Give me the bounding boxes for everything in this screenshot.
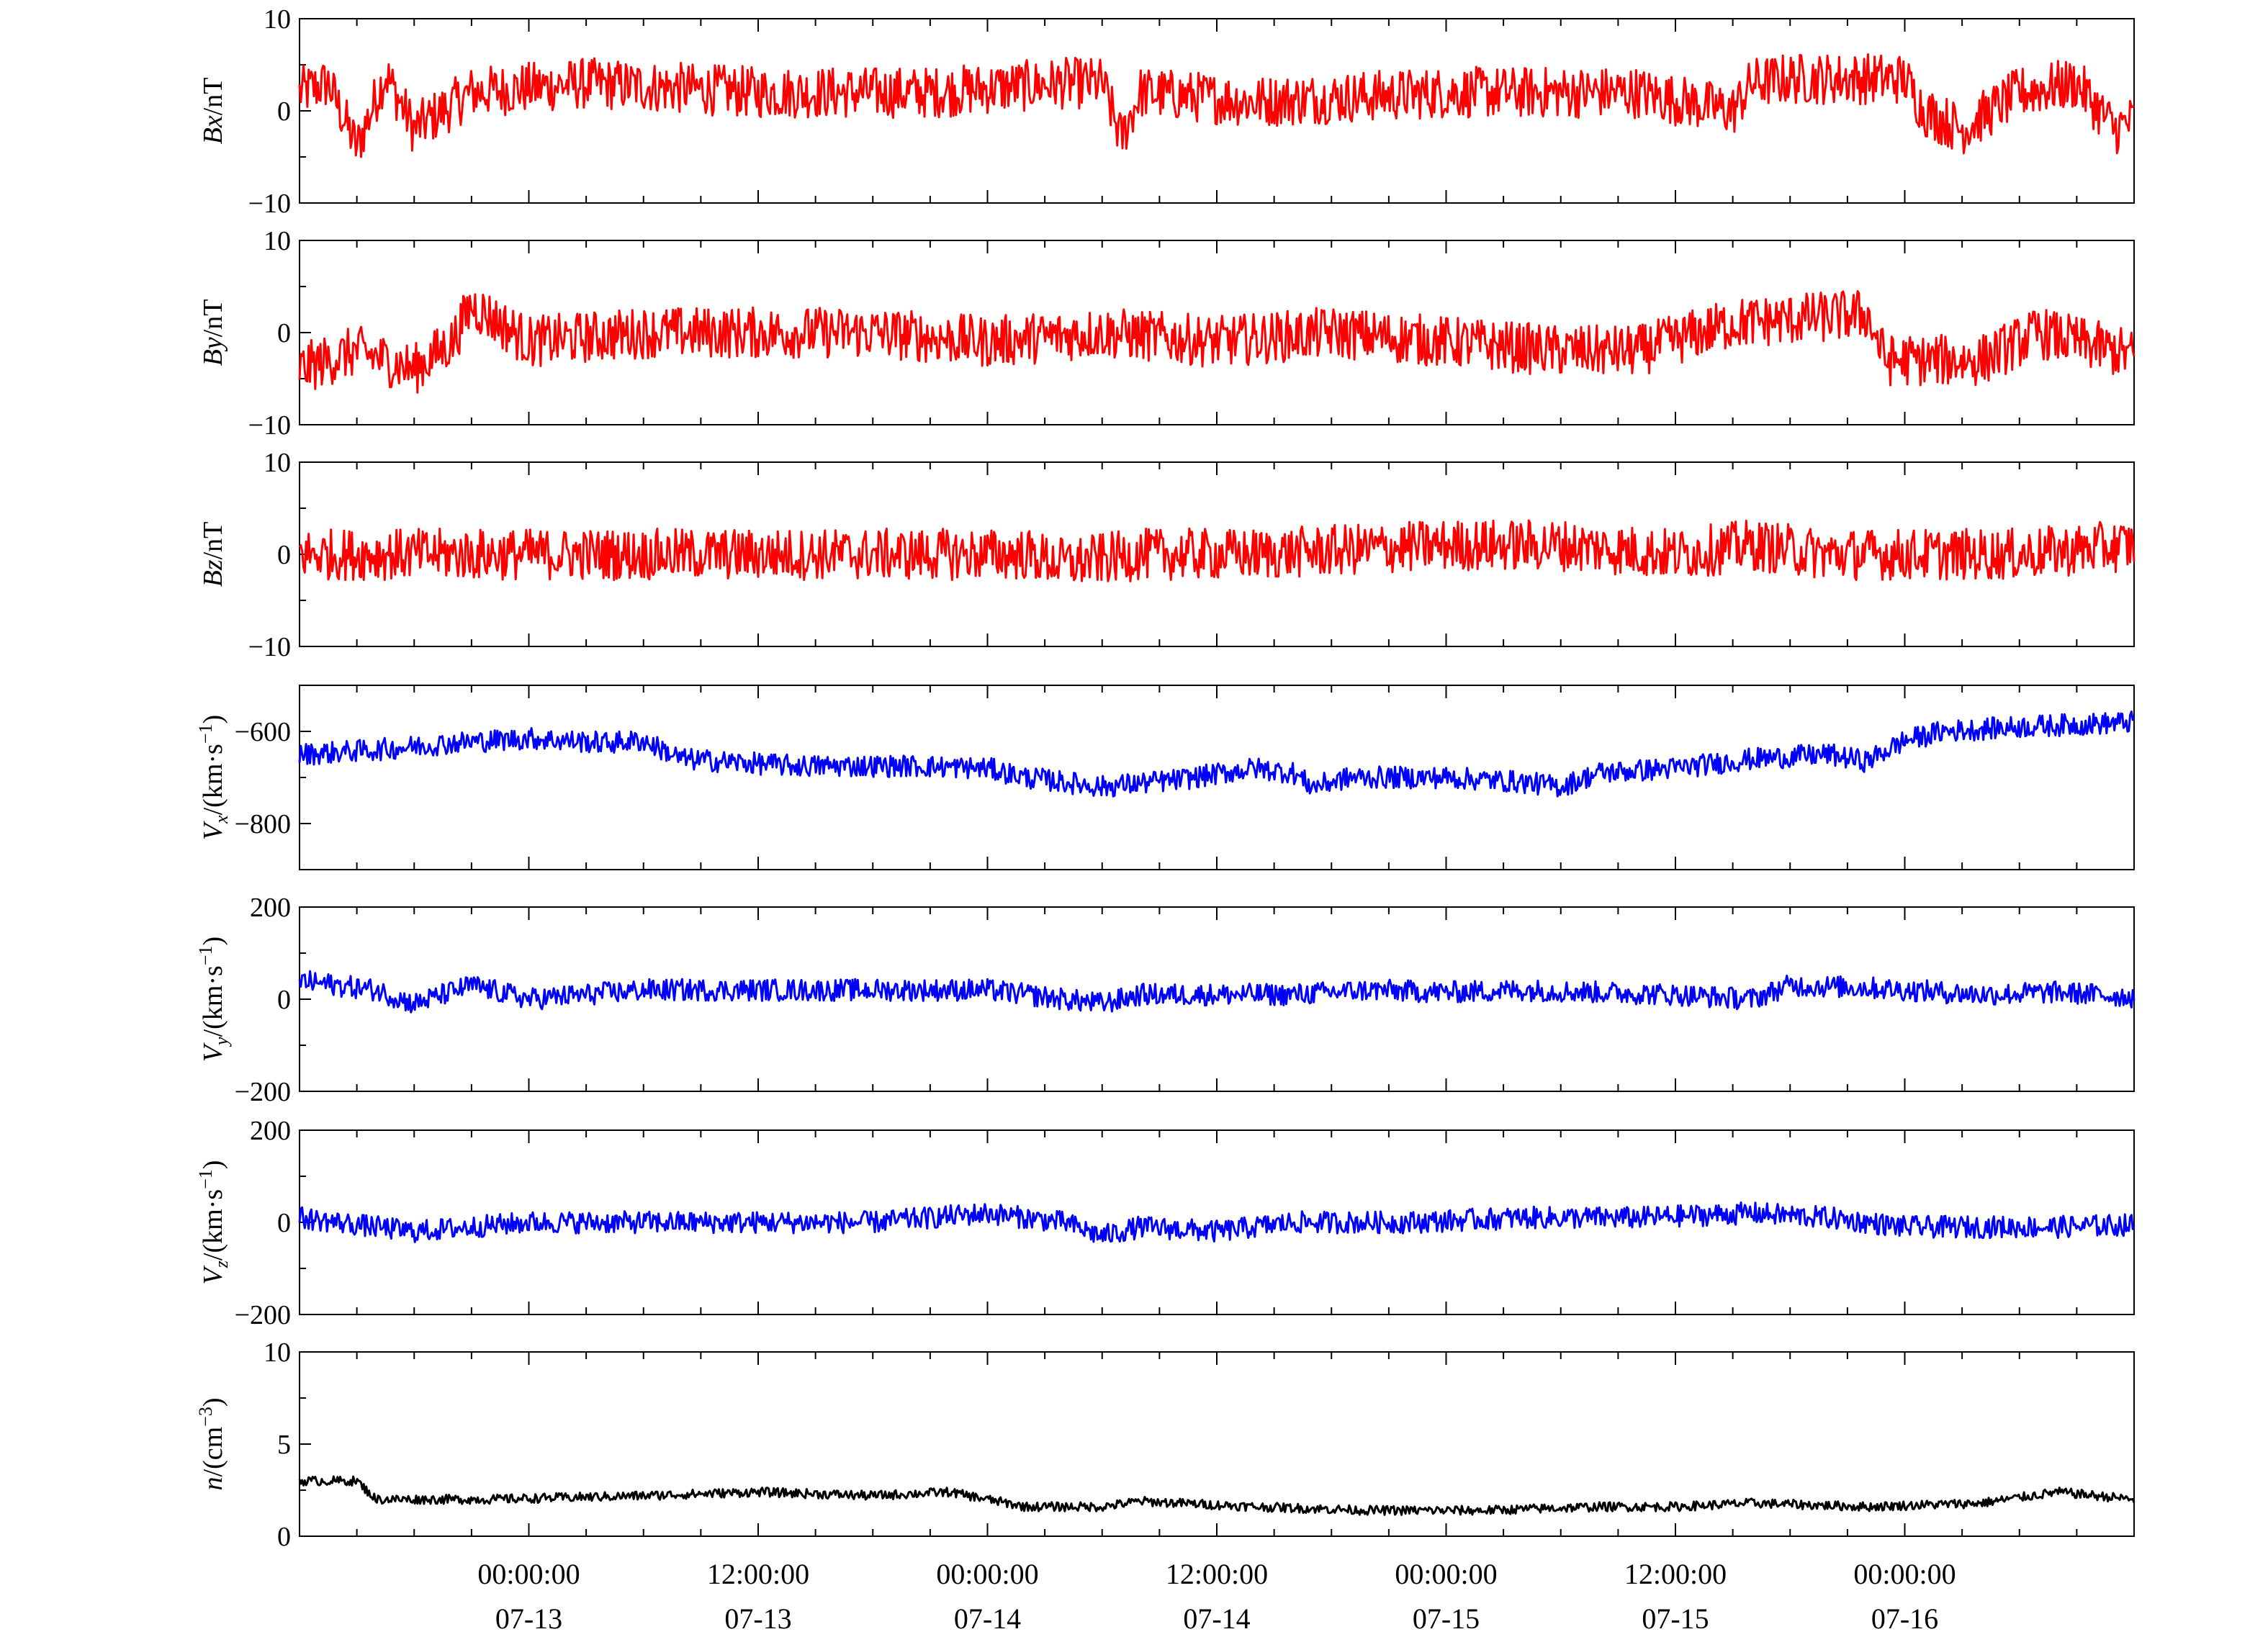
series-line-vy — [298, 970, 2136, 1014]
x-tick-date-label: 07-14 — [954, 1602, 1021, 1635]
y-label-unit: /(km·s — [198, 744, 228, 815]
x-tick-date-label: 07-14 — [1183, 1602, 1250, 1635]
y-tick-label: −800 — [235, 809, 291, 839]
y-label-close: ) — [198, 715, 228, 724]
y-label-subscript: y — [211, 1037, 232, 1047]
x-tick-time-label: 00:00:00 — [936, 1558, 1038, 1590]
y-tick-label: 0 — [277, 96, 291, 127]
y-label-symbol: V — [198, 1265, 228, 1284]
y-tick-label: 0 — [277, 1208, 291, 1238]
y-axis-label: Vz/(km·s−1) — [195, 1160, 232, 1285]
y-tick-label: −10 — [248, 189, 291, 219]
y-label-symbol: By — [198, 337, 228, 366]
x-tick-date-label: 07-16 — [1871, 1602, 1938, 1635]
series-line-bz — [298, 519, 2136, 582]
x-axis-labels: 00:00:00 07-13 12:00:00 07-13 00:00:00 07-14 1… — [477, 1558, 1956, 1635]
y-tick-label: 10 — [264, 4, 291, 35]
y-tick-label: 10 — [264, 226, 291, 256]
y-tick-label: 0 — [277, 1522, 291, 1552]
y-label-symbol: Bx — [198, 115, 228, 144]
series-line-by — [298, 290, 2136, 394]
panel-by: 10 0 −10 By/nT — [198, 226, 2136, 441]
y-tick-label: −10 — [248, 410, 291, 441]
y-tick-label: 10 — [264, 1338, 291, 1368]
y-label-superscript: −1 — [195, 1169, 216, 1189]
y-axis-label: Bx/nT — [198, 78, 228, 145]
series-line-n — [298, 1475, 2136, 1516]
y-label-unit: /(km·s — [198, 1189, 228, 1261]
x-tick-time-label: 00:00:00 — [1853, 1558, 1956, 1590]
y-label-symbol: n — [198, 1476, 228, 1490]
y-label-unit: /nT — [198, 78, 228, 116]
panel-bx: 10 0 −10 Bx/nT — [198, 4, 2135, 219]
y-label-unit: /(cm — [198, 1427, 228, 1477]
y-label-close: ) — [198, 1398, 228, 1407]
y-axis-label: Vy/(km·s−1) — [195, 937, 232, 1062]
x-tick-time-label: 00:00:00 — [1395, 1558, 1497, 1590]
y-tick-label: 200 — [250, 1116, 291, 1146]
y-tick-label: 5 — [277, 1430, 291, 1460]
y-label-close: ) — [198, 937, 228, 946]
y-label-subscript: x — [211, 815, 232, 824]
y-label-unit: /nT — [198, 522, 228, 560]
x-tick-time-label: 00:00:00 — [477, 1558, 580, 1590]
x-tick-time-label: 12:00:00 — [1166, 1558, 1268, 1590]
panel-bz: 10 0 −10 Bz/nT — [198, 448, 2136, 662]
x-tick-date-label: 07-15 — [1413, 1602, 1480, 1635]
y-label-close: ) — [198, 1160, 228, 1170]
x-tick-time-label: 12:00:00 — [1624, 1558, 1727, 1590]
y-label-unit: /(km·s — [198, 965, 228, 1037]
y-axis-label: Vx/(km·s−1) — [195, 715, 232, 840]
y-tick-label: 200 — [250, 893, 291, 923]
x-tick-time-label: 12:00:00 — [707, 1558, 809, 1590]
y-axis-label: n/(cm−3) — [195, 1398, 228, 1491]
y-label-unit: /nT — [198, 299, 228, 338]
y-tick-label: 0 — [277, 985, 291, 1015]
y-tick-label: −10 — [248, 632, 291, 662]
y-label-subscript: z — [211, 1261, 232, 1268]
series-line-vx — [298, 711, 2136, 798]
y-label-superscript: −3 — [195, 1407, 216, 1427]
y-tick-label: −200 — [235, 1077, 291, 1107]
series-line-bx — [298, 53, 2135, 158]
x-tick-date-label: 07-15 — [1642, 1602, 1709, 1635]
x-tick-date-label: 07-13 — [724, 1602, 791, 1635]
x-tick-date-label: 07-13 — [495, 1602, 562, 1635]
y-label-symbol: Bz — [198, 559, 228, 587]
y-tick-label: −600 — [235, 717, 291, 747]
y-tick-label: 10 — [264, 448, 291, 478]
panel-n: 10 5 0 n/(cm−3) — [195, 1338, 2136, 1552]
y-axis-label: By/nT — [198, 299, 228, 366]
y-tick-label: 0 — [277, 540, 291, 570]
y-label-superscript: −1 — [195, 946, 216, 966]
y-label-symbol: V — [198, 1042, 228, 1062]
y-label-symbol: V — [198, 821, 228, 840]
y-axis-label: Bz/nT — [198, 522, 228, 587]
y-tick-label: 0 — [277, 318, 291, 348]
y-tick-label: −200 — [235, 1300, 291, 1330]
panels-group: 100−10Bx/nT100−10By/nT100−10Bz/nT−600−80… — [195, 4, 2136, 1552]
series-line-vz — [298, 1201, 2136, 1243]
y-label-superscript: −1 — [195, 724, 216, 744]
